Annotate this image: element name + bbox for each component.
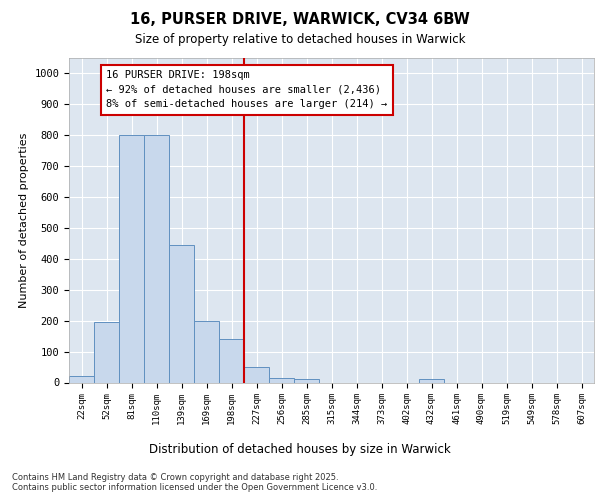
Bar (219, 339, 244, 382)
Bar (144, 135, 169, 382)
Bar (419, 380, 444, 382)
Text: Distribution of detached houses by size in Warwick: Distribution of detached houses by size … (149, 442, 451, 456)
Y-axis label: Number of detached properties: Number of detached properties (19, 132, 29, 308)
Bar (119, 135, 144, 382)
Text: 16, PURSER DRIVE, WARWICK, CV34 6BW: 16, PURSER DRIVE, WARWICK, CV34 6BW (130, 12, 470, 28)
Bar (169, 245, 194, 382)
Bar (69, 376, 94, 382)
Text: 16 PURSER DRIVE: 198sqm
← 92% of detached houses are smaller (2,436)
8% of semi-: 16 PURSER DRIVE: 198sqm ← 92% of detache… (107, 70, 388, 110)
Bar (244, 367, 269, 382)
Bar (269, 378, 294, 382)
Bar (294, 380, 319, 382)
Bar (194, 320, 219, 382)
Text: Size of property relative to detached houses in Warwick: Size of property relative to detached ho… (135, 32, 465, 46)
Text: Contains HM Land Registry data © Crown copyright and database right 2025.
Contai: Contains HM Land Registry data © Crown c… (12, 472, 377, 492)
Bar (94, 322, 119, 382)
